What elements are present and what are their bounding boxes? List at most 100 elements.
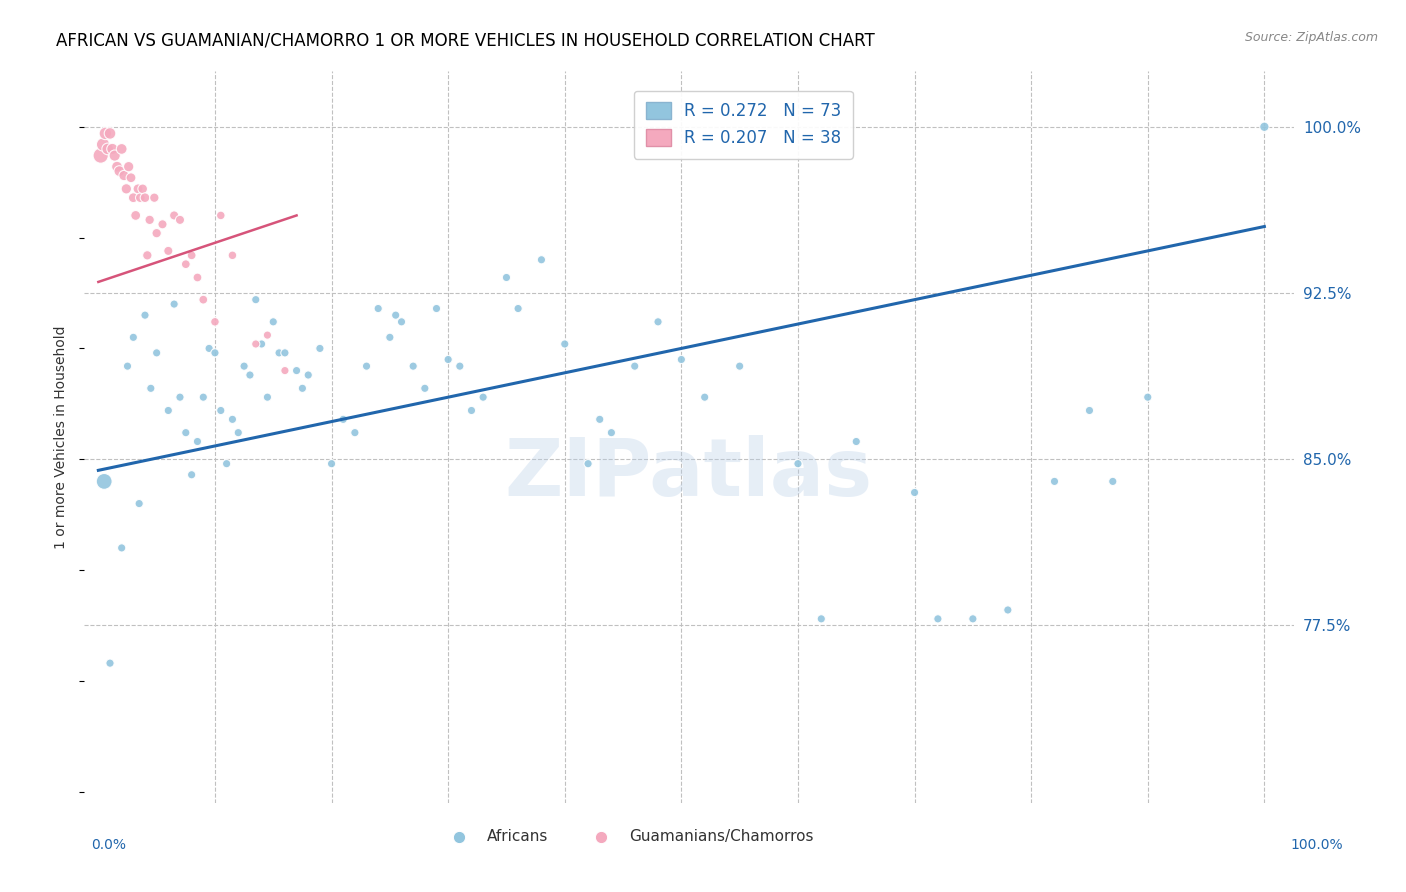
Point xyxy=(98,127,121,141)
Point xyxy=(215,457,238,471)
Point xyxy=(174,425,197,440)
Point xyxy=(174,257,197,271)
Point xyxy=(297,368,319,382)
Point xyxy=(131,182,153,196)
Point xyxy=(245,337,267,351)
Point xyxy=(285,363,308,377)
Point xyxy=(226,425,249,440)
Point xyxy=(117,359,139,373)
Point xyxy=(122,191,145,205)
Point xyxy=(134,191,156,205)
Text: 100.0%: 100.0% xyxy=(1291,838,1343,852)
Point xyxy=(647,315,669,329)
Point xyxy=(1253,120,1275,134)
Legend: Africans, Guamanians/Chamorros: Africans, Guamanians/Chamorros xyxy=(437,822,820,850)
Point xyxy=(120,170,142,185)
Point xyxy=(367,301,389,316)
Point xyxy=(163,209,186,223)
Point xyxy=(460,403,482,417)
Point xyxy=(997,603,1019,617)
Point xyxy=(180,248,202,262)
Point xyxy=(157,244,180,258)
Point xyxy=(204,315,226,329)
Point xyxy=(98,656,121,670)
Point xyxy=(845,434,868,449)
Point xyxy=(209,209,232,223)
Point xyxy=(186,434,208,449)
Point xyxy=(239,368,262,382)
Point xyxy=(256,328,278,343)
Point xyxy=(118,160,141,174)
Point xyxy=(91,137,114,152)
Point xyxy=(139,381,162,395)
Point xyxy=(101,142,124,156)
Y-axis label: 1 or more Vehicles in Household: 1 or more Vehicles in Household xyxy=(55,326,69,549)
Point xyxy=(508,301,530,316)
Point xyxy=(256,390,278,404)
Point xyxy=(1078,403,1101,417)
Point xyxy=(169,390,191,404)
Point xyxy=(97,142,120,156)
Point xyxy=(209,403,232,417)
Point xyxy=(1101,475,1123,489)
Point xyxy=(274,363,297,377)
Point xyxy=(163,297,186,311)
Point xyxy=(157,403,180,417)
Point xyxy=(104,148,127,162)
Text: ZIPatlas: ZIPatlas xyxy=(505,434,873,513)
Point xyxy=(384,308,406,322)
Point xyxy=(105,160,128,174)
Point xyxy=(425,301,447,316)
Text: Source: ZipAtlas.com: Source: ZipAtlas.com xyxy=(1244,31,1378,45)
Point xyxy=(193,390,215,404)
Point xyxy=(136,248,159,262)
Point xyxy=(530,252,553,267)
Point xyxy=(134,308,156,322)
Point xyxy=(145,346,167,360)
Point xyxy=(962,612,984,626)
Point xyxy=(128,497,150,511)
Point xyxy=(495,270,517,285)
Point xyxy=(576,457,599,471)
Point xyxy=(321,457,343,471)
Point xyxy=(693,390,716,404)
Point xyxy=(309,342,332,356)
Point xyxy=(233,359,256,373)
Point xyxy=(112,169,135,183)
Point xyxy=(413,381,436,395)
Point xyxy=(111,541,134,555)
Point xyxy=(180,467,202,482)
Point xyxy=(115,182,138,196)
Point xyxy=(291,381,314,395)
Point xyxy=(262,315,284,329)
Point xyxy=(1043,475,1066,489)
Point xyxy=(391,315,413,329)
Point xyxy=(145,226,167,240)
Point xyxy=(332,412,354,426)
Text: 0.0%: 0.0% xyxy=(91,838,127,852)
Point xyxy=(124,209,146,223)
Point xyxy=(437,352,460,367)
Point xyxy=(93,475,115,489)
Point xyxy=(221,412,243,426)
Point xyxy=(221,248,243,262)
Point xyxy=(449,359,471,373)
Point xyxy=(1136,390,1159,404)
Point xyxy=(728,359,751,373)
Point xyxy=(152,217,174,231)
Point xyxy=(129,191,152,205)
Point xyxy=(250,337,273,351)
Point xyxy=(343,425,366,440)
Point xyxy=(903,485,925,500)
Point xyxy=(589,412,612,426)
Text: AFRICAN VS GUAMANIAN/CHAMORRO 1 OR MORE VEHICLES IN HOUSEHOLD CORRELATION CHART: AFRICAN VS GUAMANIAN/CHAMORRO 1 OR MORE … xyxy=(56,31,875,49)
Point xyxy=(274,346,297,360)
Point xyxy=(927,612,949,626)
Point xyxy=(111,142,134,156)
Point xyxy=(138,212,160,227)
Point xyxy=(671,352,693,367)
Point xyxy=(90,148,112,162)
Point xyxy=(127,182,149,196)
Point xyxy=(267,346,290,360)
Point xyxy=(169,212,191,227)
